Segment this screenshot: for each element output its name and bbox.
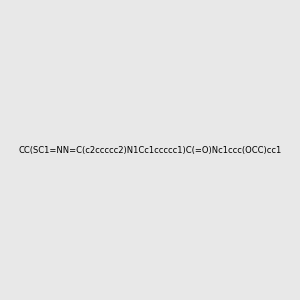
Text: CC(SC1=NN=C(c2ccccc2)N1Cc1ccccc1)C(=O)Nc1ccc(OCC)cc1: CC(SC1=NN=C(c2ccccc2)N1Cc1ccccc1)C(=O)Nc… <box>18 146 282 154</box>
